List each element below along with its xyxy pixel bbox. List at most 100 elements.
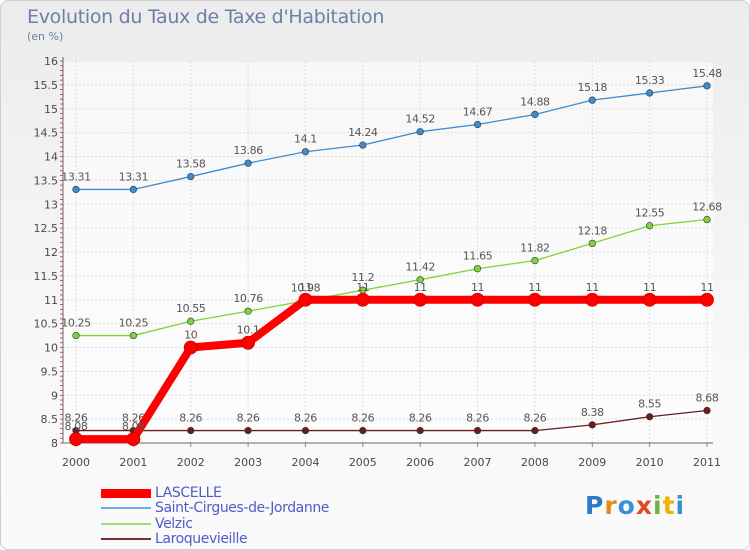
data-point [531,426,539,435]
data-label: 11 [528,281,541,294]
legend-swatch-lascelle [101,488,151,498]
data-point [241,335,255,350]
data-point [588,421,596,429]
legend-label: Saint-Cirgues-de-Jordanne [155,500,330,516]
data-point [416,276,424,284]
data-point [700,292,714,307]
data-point [703,406,711,415]
data-point [301,148,310,156]
data-point [129,331,137,340]
data-label: 8.26 [237,412,260,425]
y-tick-label: 10.5 [34,318,59,331]
legend-item-lascelle: LASCELLE [101,485,222,501]
data-point [183,340,198,355]
y-tick-label: 9.5 [41,365,59,378]
data-label: 10.25 [119,317,149,330]
data-label: 10.55 [176,302,206,315]
data-label: 8.26 [409,412,432,425]
brand-letter: o [617,491,636,520]
data-point [531,256,539,265]
data-label: 15.18 [578,81,608,94]
legend-item-velzic: Velzic [101,516,193,532]
data-point [703,215,711,224]
data-point [69,432,83,447]
data-label: 11 [299,281,312,294]
data-label: 10.1 [237,324,260,337]
data-point [531,110,539,119]
y-tick-label: 8.5 [41,413,59,426]
y-tick-label: 11.5 [34,270,59,283]
y-tick-label: 12.5 [34,222,59,235]
brand-letter: r [604,491,618,520]
data-point [588,96,596,104]
x-tick-label: 2008 [521,456,549,469]
data-point [416,426,424,435]
y-tick-label: 8 [51,437,58,450]
x-tick-label: 2010 [636,456,664,469]
data-label: 11 [643,281,656,294]
data-point [528,292,542,307]
series-line-3 [76,409,708,432]
legend-swatch-laroquevieille [101,538,151,540]
data-label: 13.31 [119,170,149,183]
data-label: 8.26 [466,412,489,425]
data-point [473,426,482,435]
data-label: 11.2 [351,271,374,284]
legend-label: Velzic [155,516,193,532]
x-tick-label: 2002 [177,456,205,469]
unit-label: (en %) [27,30,64,43]
data-label: 14.52 [405,113,435,126]
brand-letter: i [653,491,663,520]
x-tick-label: 2009 [578,456,606,469]
x-tick-label: 2000 [62,456,90,469]
x-tick-label: 2011 [693,456,721,469]
data-point [646,89,654,97]
data-label: 14.67 [463,106,493,119]
data-label: 10.98 [291,282,321,295]
y-tick-label: 16 [44,55,58,68]
data-label: 8.26 [122,412,145,425]
series-line-2 [76,218,708,337]
data-point [187,172,195,181]
y-tick-label: 14 [44,151,58,164]
data-label: 15.48 [692,67,722,80]
data-label: 14.1 [294,133,317,146]
y-tick-label: 9 [51,389,58,402]
brand-letter: i [675,491,686,520]
y-tick-label: 13.5 [34,174,59,187]
data-label: 13.31 [61,170,91,183]
y-tick-label: 15 [44,103,58,116]
data-point [359,426,367,435]
brand-letter: P [585,491,605,520]
x-tick-label: 2004 [291,456,319,469]
y-tick-label: 15.5 [34,79,59,92]
brand-letter: x [635,491,653,520]
x-tick-label: 2006 [406,456,434,469]
data-label: 15.33 [635,74,665,87]
data-label: 12.55 [635,207,665,220]
data-point [703,82,711,90]
data-label: 11 [700,281,713,294]
chart-title: Evolution du Taux de Taxe d'Habitation [27,6,385,28]
data-point [244,307,252,315]
data-point [301,426,310,435]
data-label: 8.26 [351,412,374,425]
data-point [187,426,195,435]
data-label: 10 [184,329,198,342]
data-label: 14.24 [348,126,378,139]
data-point [244,426,252,435]
legend-swatch-velzic [101,523,151,525]
data-label: 11 [471,281,484,294]
data-label: 12.18 [578,224,608,237]
data-point [355,292,370,307]
data-label: 10.76 [233,292,263,305]
data-point [359,141,367,149]
x-tick-label: 2001 [119,456,147,469]
data-label: 8.26 [65,412,88,425]
data-point [642,292,657,307]
data-point [187,317,195,325]
data-point [473,120,482,129]
series-line-0 [76,295,707,444]
data-point [72,331,80,340]
series-line-1 [76,85,708,191]
